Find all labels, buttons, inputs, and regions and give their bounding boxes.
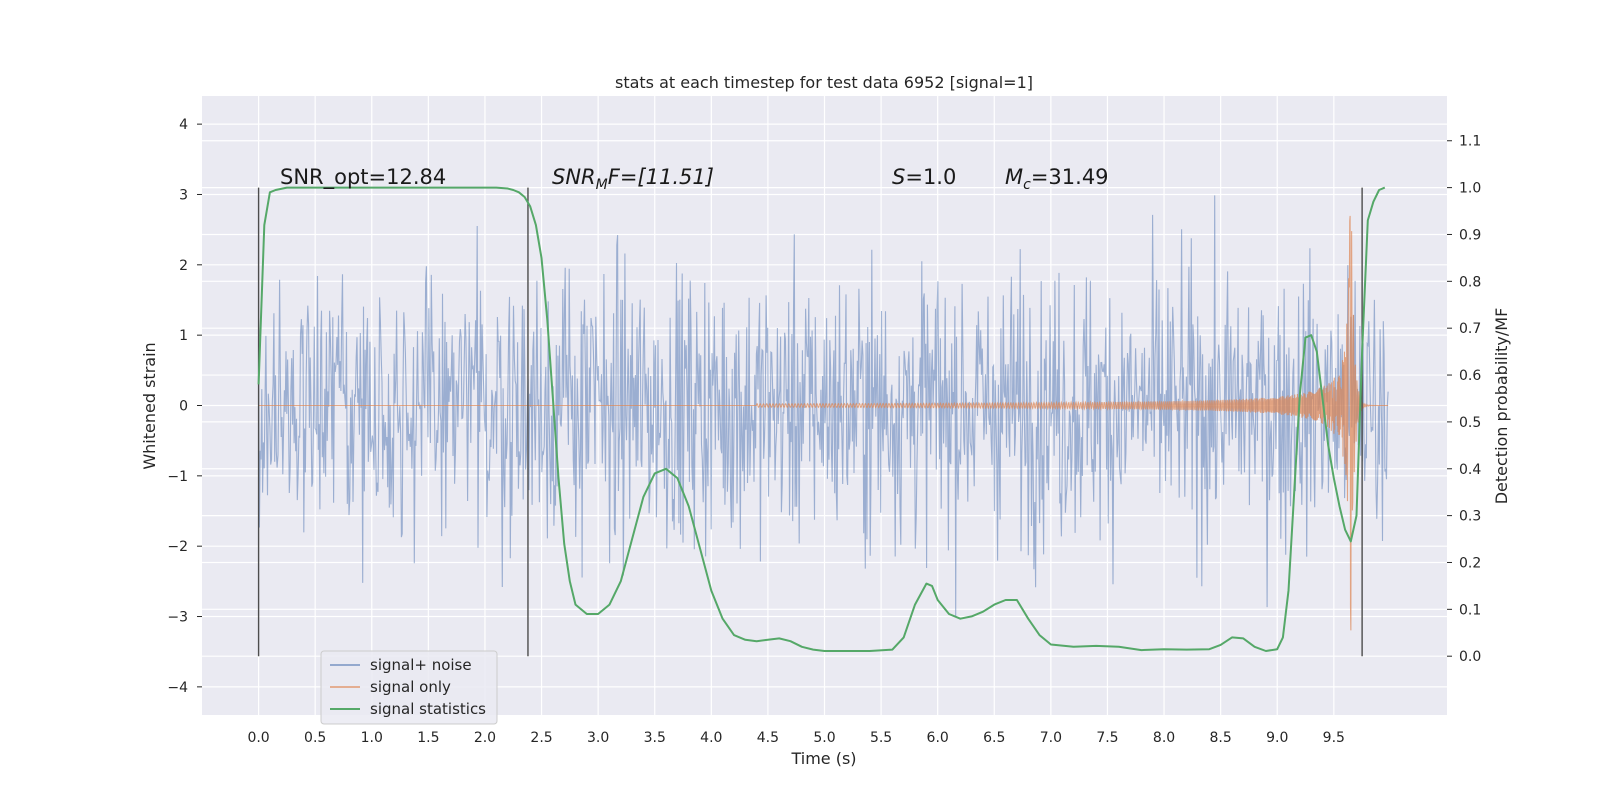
mc-symbol: M (1005, 165, 1023, 189)
y2-tick-label: 0.0 (1459, 649, 1481, 665)
legend: signal+ noise signal only signal statist… (320, 650, 498, 725)
annotation-snr-opt: SNR_opt=12.84 (280, 165, 446, 190)
legend-box (320, 650, 498, 725)
legend-label-noise: signal+ noise (370, 656, 472, 674)
y-tick-label: −3 (167, 610, 188, 626)
y2-tick-label: 0.3 (1459, 509, 1481, 525)
series-signal-only (258, 215, 1389, 631)
y-tick-label: −1 (167, 469, 188, 485)
x-axis-label: Time (s) (790, 749, 856, 768)
annotation-snr-mf: SNRMF=[11.51] (552, 165, 714, 193)
y-tick-labels: 4 3 2 1 0 −1 −2 −3 −4 (167, 117, 202, 696)
y-tick-label: 4 (179, 117, 188, 133)
signal-statistics-line (257, 186, 1386, 652)
legend-label-stats: signal statistics (370, 700, 486, 718)
x-tick-label: 7.0 (1040, 730, 1062, 746)
x-tick-label: 8.5 (1210, 730, 1232, 746)
y2-tick-label: 0.7 (1459, 321, 1481, 337)
snr-mf-subscript: M (596, 177, 608, 193)
annotation-mc: Mc=31.49 (1005, 165, 1109, 193)
x-tick-label: 5.0 (813, 730, 835, 746)
s-value: =1.0 (905, 165, 956, 189)
annotation-s: S=1.0 (892, 165, 956, 189)
x-tick-label: 0.0 (247, 730, 269, 746)
y2-tick-label: 0.4 (1459, 462, 1481, 478)
mc-subscript: c (1023, 177, 1031, 193)
legend-label-signal: signal only (370, 678, 451, 696)
y-tick-label: −2 (167, 539, 188, 555)
y2-axis-label: Detection probability/MF (1492, 308, 1511, 505)
chart-title: stats at each timestep for test data 695… (615, 73, 1033, 92)
series-signal-noise (258, 195, 1389, 617)
y-tick-label: 2 (179, 258, 188, 274)
snr-mf-rest: F=[11.51] (608, 165, 714, 189)
s-symbol: S (892, 165, 905, 189)
x-tick-labels: 0.0 0.5 1.0 1.5 2.0 2.5 3.0 3.5 4.0 4.5 5.0 5.5 6.0 6… (247, 730, 1344, 746)
signal-noise-line (258, 195, 1389, 617)
y-axis-label: Whitened strain (140, 342, 159, 469)
y2-tick-label: 0.9 (1459, 227, 1481, 243)
signal-only-line (258, 215, 1389, 631)
y2-tick-label: 1.0 (1459, 181, 1481, 197)
series-signal-statistics (257, 186, 1386, 652)
y-tick-label: 1 (179, 328, 188, 344)
x-tick-label: 2.5 (530, 730, 552, 746)
x-tick-label: 1.5 (417, 730, 439, 746)
x-tick-label: 9.0 (1266, 730, 1288, 746)
x-tick-label: 6.5 (983, 730, 1005, 746)
y2-tick-label: 0.5 (1459, 415, 1481, 431)
mc-value: =31.49 (1031, 165, 1109, 189)
x-tick-label: 3.5 (644, 730, 666, 746)
y-tick-label: 0 (179, 399, 188, 415)
y2-tick-labels: 1.1 1.0 0.9 0.8 0.7 0.6 0.5 0.4 0.3 0.2 0.1 0.0 (1447, 134, 1481, 665)
y2-tick-label: 0.1 (1459, 602, 1481, 618)
y2-tick-label: 0.2 (1459, 555, 1481, 571)
y-gridlines (202, 123, 1447, 688)
x-tick-label: 4.0 (700, 730, 722, 746)
x-tick-label: 9.5 (1323, 730, 1345, 746)
x-tick-label: 3.0 (587, 730, 609, 746)
x-tick-label: 6.0 (927, 730, 949, 746)
y-tick-label: 3 (179, 187, 188, 203)
annotations: SNR_opt=12.84 SNRMF=[11.51] S=1.0 Mc=31.… (280, 165, 1109, 193)
y2-tick-label: 0.6 (1459, 368, 1481, 384)
x-tick-label: 4.5 (757, 730, 779, 746)
y2-tick-label: 1.1 (1459, 134, 1481, 150)
x-tick-label: 7.5 (1096, 730, 1118, 746)
x-tick-label: 1.0 (361, 730, 383, 746)
x-tick-label: 5.5 (870, 730, 892, 746)
x-tick-label: 2.0 (474, 730, 496, 746)
y2-tick-label: 0.8 (1459, 274, 1481, 290)
x-tick-label: 8.0 (1153, 730, 1175, 746)
vertical-markers (257, 187, 1363, 657)
x-tick-label: 0.5 (304, 730, 326, 746)
y-tick-label: −4 (167, 680, 188, 696)
snr-mf-base: SNR (552, 165, 596, 189)
